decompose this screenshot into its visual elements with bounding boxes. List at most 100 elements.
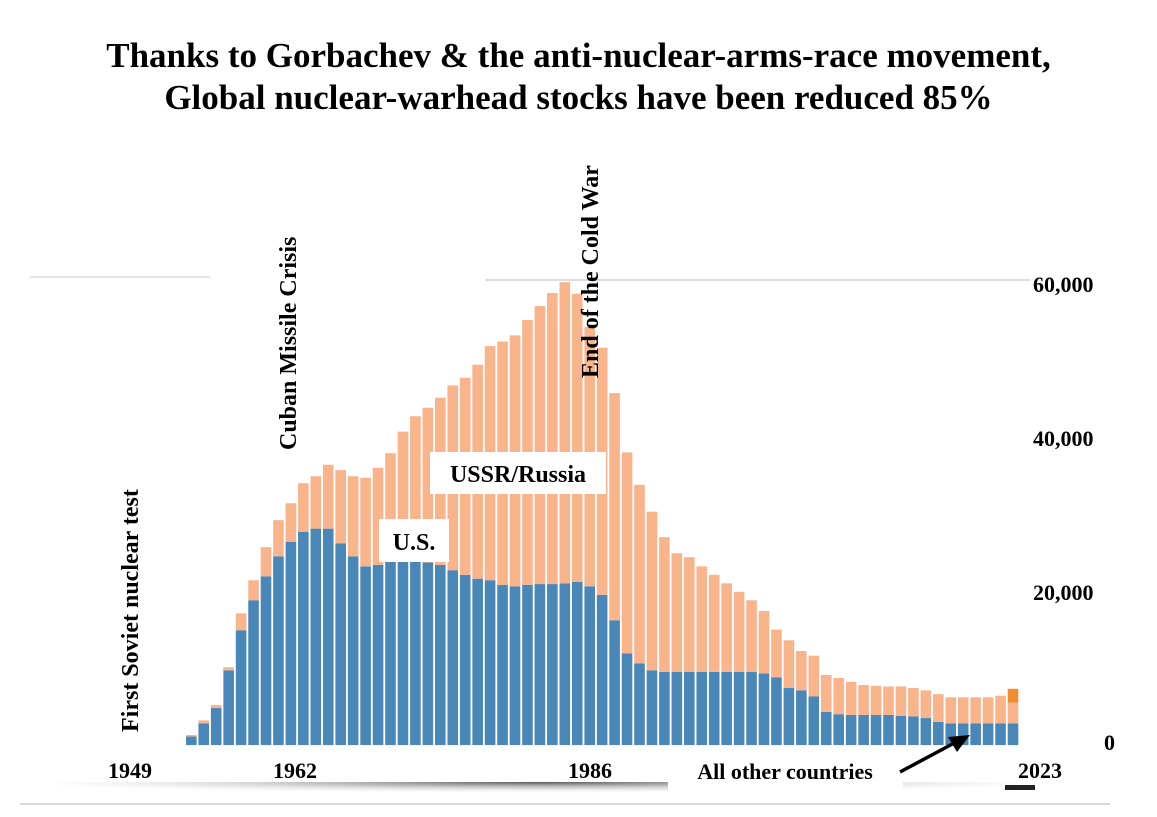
series-label-us: U.S. [393,530,436,556]
series-label-other: All other countries [697,759,873,784]
bar-ussr-russia-2005 [783,640,795,689]
bar-u-s--2003 [758,673,770,745]
bar-u-s--1983 [509,586,521,745]
bar-ussr-russia-2009 [833,678,844,715]
bar-u-s--2023 [1007,723,1019,745]
annotation-first-soviet-test: First Soviet nuclear test [118,489,144,732]
bar-u-s--2011 [858,714,869,745]
bar-ussr-russia-2003 [758,611,770,674]
bar-u-s--2006 [796,690,807,745]
bar-ussr-russia-1998 [696,566,708,672]
bar-u-s--2000 [721,671,732,745]
bar-ussr-russia-1972 [372,467,384,565]
bar-u-s--1992 [621,653,633,745]
bar-ussr-russia-1976 [422,407,434,563]
bar-u-s--2014 [895,715,907,745]
bar-u-s--1991 [609,620,620,745]
bar-u-s--1973 [385,561,396,745]
bar-u-s--1994 [646,670,658,745]
bar-ussr-russia-2000 [721,583,732,672]
bar-u-s--1970 [347,556,359,745]
bar-ussr-russia-1964 [273,520,284,557]
y-axis: 60,000 40,000 20,000 0 [1033,272,1115,755]
bar-all-other-countries-2023 [1007,688,1019,703]
bar-u-s--1979 [459,574,471,745]
bar-ussr-russia-1986 [547,293,558,585]
bar-ussr-russia-1957 [186,734,197,737]
bar-ussr-russia-2019 [957,697,969,724]
bar-u-s--2009 [833,714,844,745]
bar-u-s--1962 [248,600,259,745]
annotation-end-cold-war: End of the Cold War [578,165,604,378]
bar-u-s--1993 [634,663,645,745]
bar-u-s--2020 [970,723,981,745]
bar-u-s--2001 [733,671,745,745]
bar-ussr-russia-1993 [634,484,645,664]
bar-ussr-russia-1994 [646,511,658,671]
label-box-ussr [430,452,606,494]
bar-u-s--2021 [982,723,994,745]
bar-u-s--2004 [771,677,782,745]
bar-u-s--2022 [995,723,1006,745]
y-tick-label: 60,000 [1033,272,1094,297]
annotation-cuban-missile-crisis: Cuban Missile Crisis [276,237,302,450]
bar-ussr-russia-1963 [260,547,272,577]
bar-ussr-russia-2012 [870,685,882,715]
bar-ussr-russia-1961 [235,613,247,631]
bar-u-s--1966 [298,531,309,745]
bar-ussr-russia-2021 [982,697,994,724]
bar-ussr-russia-2006 [796,651,807,691]
bar-u-s--2013 [883,714,894,745]
bar-u-s--2012 [870,714,882,745]
y-tick-label: 0 [1104,730,1115,755]
bar-u-s--1959 [210,708,222,745]
bar-u-s--1985 [534,584,546,745]
bar-ussr-russia-1967 [310,476,322,529]
bar-ussr-russia-1985 [534,306,546,585]
bar-ussr-russia-2002 [746,600,757,672]
bar-u-s--2018 [945,723,957,745]
bar-u-s--1984 [522,584,533,745]
chart-subtitle: Global nuclear-warhead stocks have been … [164,78,993,117]
bar-ussr-russia-2016 [920,690,932,719]
bar-u-s--2015 [908,716,919,745]
bar-ussr-russia-2008 [820,674,832,712]
bar-ussr-russia-1991 [609,393,620,621]
bar-u-s--1957 [186,736,197,745]
bar-u-s--1995 [659,671,670,745]
x-tick-label: 2023 [1018,758,1062,783]
bar-u-s--1972 [372,564,384,745]
bar-u-s--1967 [310,528,322,745]
x-tick-label: 1962 [273,758,317,783]
bar-u-s--2019 [957,723,969,745]
bar-ussr-russia-1987 [559,282,571,584]
bar-ussr-russia-2022 [995,695,1006,724]
bar-ussr-russia-2013 [883,686,894,715]
bar-u-s--2017 [933,721,944,745]
bar-u-s--1963 [260,576,272,745]
label-box-other [668,752,903,792]
bar-u-s--1981 [484,580,496,745]
bar-u-s--1980 [472,578,483,745]
bar-u-s--2010 [845,714,857,745]
label-box-us [379,519,449,562]
bar-ussr-russia-1958 [198,720,210,724]
bar-u-s--1986 [547,584,558,745]
bar-u-s--1969 [335,543,346,745]
bar-u-s--1976 [422,562,434,745]
bar-u-s--1974 [397,561,409,745]
chart-title: Thanks to Gorbachev & the anti-nuclear-a… [106,36,1051,75]
bar-u-s--1961 [235,630,247,745]
series-label-ussr-russia: USSR/Russia [450,462,586,488]
bar-ussr-russia-1996 [671,553,683,672]
bar-ussr-russia-1968 [322,464,334,529]
bar-u-s--1982 [497,584,508,745]
bar-u-s--1988 [571,581,583,745]
bar-ussr-russia-1969 [335,470,346,544]
x-axis: 1949 1962 1986 2023 [108,758,1062,783]
bar-ussr-russia-2020 [970,697,981,724]
bar-ussr-russia-1988 [571,293,583,582]
bar-u-s--1990 [596,594,608,745]
arrow-icon [899,735,970,774]
